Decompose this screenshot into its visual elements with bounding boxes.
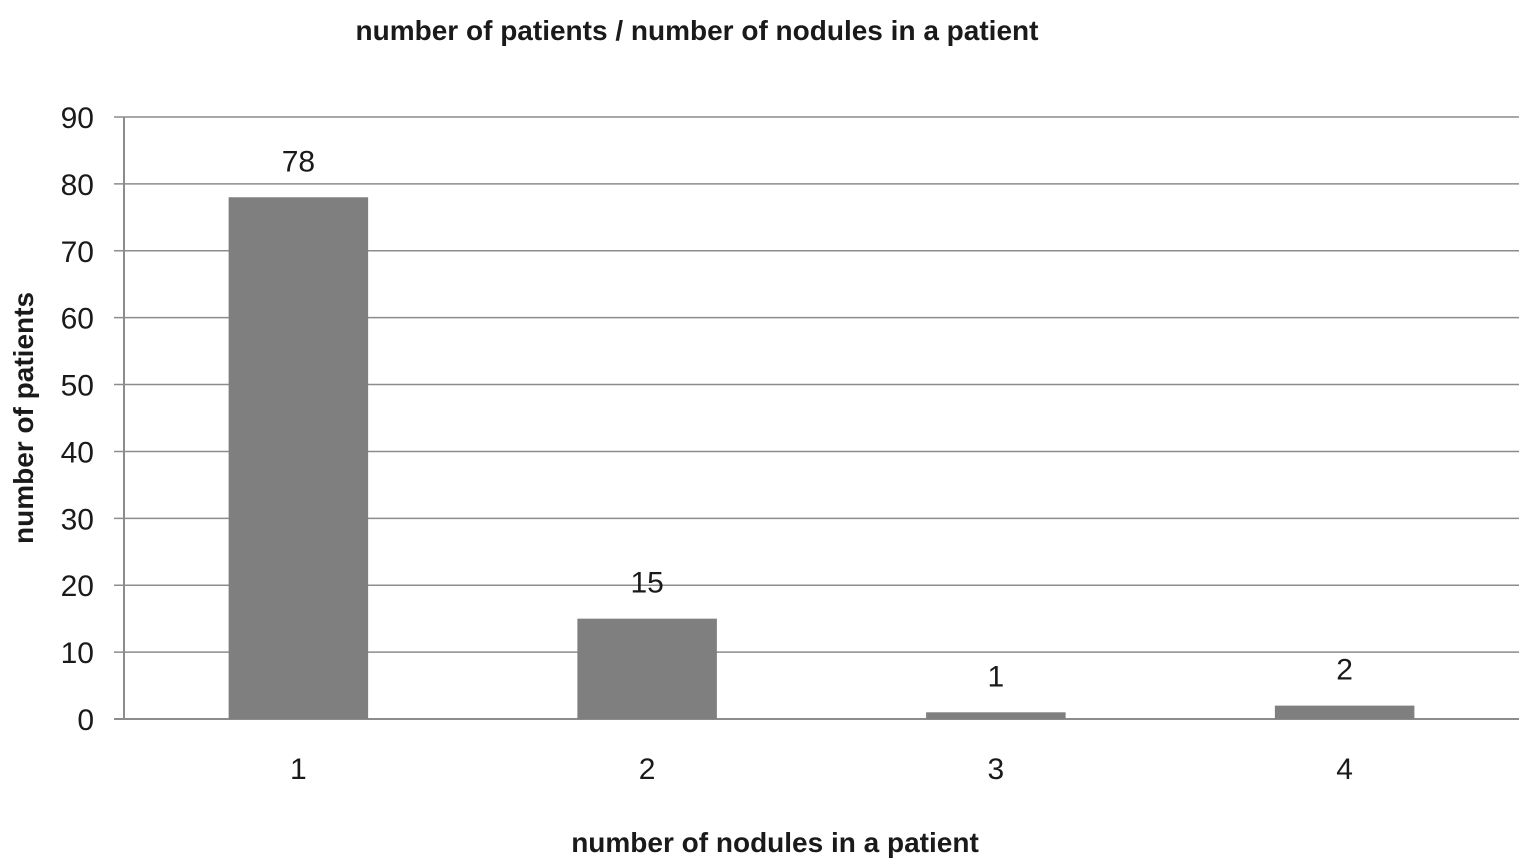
x-tick-labels: 1 2 3 4 bbox=[290, 753, 1353, 786]
y-tick-label: 90 bbox=[61, 102, 94, 135]
y-tick-label: 0 bbox=[77, 704, 94, 737]
data-label-4: 2 bbox=[1336, 654, 1353, 687]
y-tick-label: 50 bbox=[61, 370, 94, 403]
chart-title: number of patients / number of nodules i… bbox=[356, 15, 1039, 46]
y-axis-title: number of patients bbox=[8, 292, 39, 544]
data-label-2: 15 bbox=[630, 567, 663, 600]
bar-1 bbox=[228, 197, 369, 719]
data-labels: 78 15 1 2 bbox=[282, 145, 1353, 693]
y-tick-labels: 0 10 20 30 40 50 60 70 80 90 bbox=[61, 102, 94, 737]
bar-4 bbox=[1274, 705, 1415, 719]
y-tick-label: 40 bbox=[61, 436, 94, 469]
y-tick-label: 70 bbox=[61, 236, 94, 269]
bar-3 bbox=[926, 712, 1066, 719]
x-tick-label: 2 bbox=[639, 753, 656, 786]
data-label-1: 78 bbox=[282, 145, 315, 178]
bar-2 bbox=[577, 618, 717, 719]
x-axis-title: number of nodules in a patient bbox=[571, 827, 979, 858]
y-tick-label: 10 bbox=[61, 637, 94, 670]
x-tick-label: 1 bbox=[290, 753, 307, 786]
y-tick-label: 20 bbox=[61, 570, 94, 603]
x-tick-label: 3 bbox=[988, 753, 1005, 786]
bars bbox=[228, 197, 1415, 719]
y-tick-label: 60 bbox=[61, 303, 94, 336]
data-label-3: 1 bbox=[988, 660, 1005, 693]
x-tick-label: 4 bbox=[1336, 753, 1353, 786]
y-tick-label: 30 bbox=[61, 503, 94, 536]
y-tick-label: 80 bbox=[61, 169, 94, 202]
